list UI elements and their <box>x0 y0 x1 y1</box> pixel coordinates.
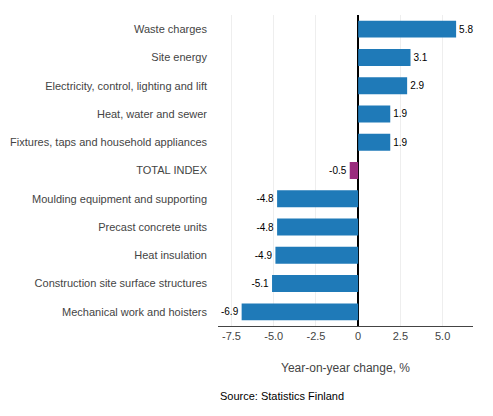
svg-text:2.9: 2.9 <box>410 80 424 91</box>
svg-text:-4.9: -4.9 <box>255 250 273 261</box>
svg-text:3.1: 3.1 <box>414 52 428 63</box>
svg-text:Heat insulation: Heat insulation <box>134 249 207 261</box>
svg-text:-5.1: -5.1 <box>251 278 269 289</box>
svg-text:Waste charges: Waste charges <box>134 23 207 35</box>
svg-text:Moulding equipment and support: Moulding equipment and supporting <box>32 193 207 205</box>
svg-text:Site energy: Site energy <box>151 51 207 63</box>
svg-text:Electricity, control, lighting: Electricity, control, lighting and lift <box>45 80 207 92</box>
svg-text:TOTAL INDEX: TOTAL INDEX <box>136 164 207 176</box>
svg-text:-4.8: -4.8 <box>256 222 274 233</box>
svg-text:-4.8: -4.8 <box>256 193 274 204</box>
svg-text:Mechanical work and hoisters: Mechanical work and hoisters <box>62 306 207 318</box>
svg-text:2.5: 2.5 <box>393 330 408 342</box>
svg-text:Precast concrete units: Precast concrete units <box>98 221 207 233</box>
svg-text:0: 0 <box>355 330 361 342</box>
svg-text:-0.5: -0.5 <box>329 165 347 176</box>
svg-text:Construction site surface stru: Construction site surface structures <box>35 277 208 289</box>
svg-text:1.9: 1.9 <box>393 108 407 119</box>
svg-text:-7.5: -7.5 <box>222 330 241 342</box>
svg-text:Year-on-year change, %: Year-on-year change, % <box>281 361 410 375</box>
svg-text:Source: Statistics Finland: Source: Statistics Finland <box>220 390 344 402</box>
svg-text:Fixtures, taps and household a: Fixtures, taps and household appliances <box>10 136 207 148</box>
svg-text:-2.5: -2.5 <box>306 330 325 342</box>
svg-text:5.0: 5.0 <box>435 330 450 342</box>
svg-text:1.9: 1.9 <box>393 137 407 148</box>
svg-text:-5.0: -5.0 <box>264 330 283 342</box>
svg-text:-6.9: -6.9 <box>221 306 239 317</box>
svg-text:Heat, water and sewer: Heat, water and sewer <box>97 108 207 120</box>
svg-text:5.8: 5.8 <box>459 24 473 35</box>
